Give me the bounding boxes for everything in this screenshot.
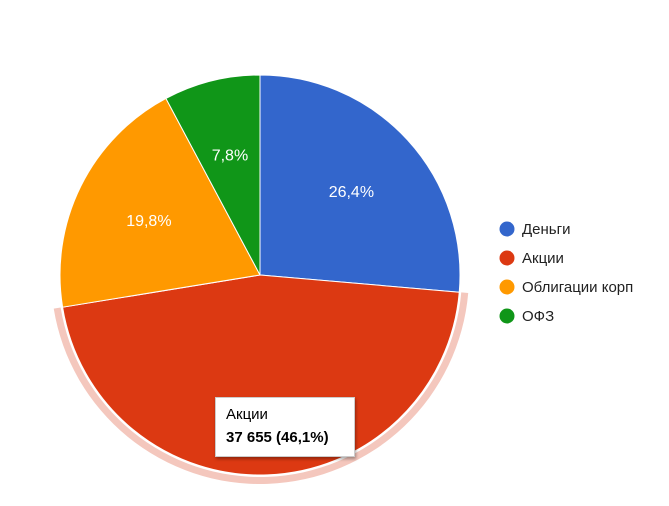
slice-label-4: 7,8%	[212, 148, 248, 165]
legend-label-1[interactable]: Деньги	[522, 221, 570, 238]
legend-swatch-4	[499, 308, 515, 324]
tooltip-title: Акции	[226, 406, 268, 423]
slice-2[interactable]	[62, 274, 460, 476]
legend-swatch-1	[499, 221, 515, 237]
legend-label-2[interactable]: Акции	[522, 250, 564, 267]
slice-1[interactable]	[259, 74, 461, 293]
slice-label-3: 19,8%	[126, 213, 171, 230]
slice-label-1: 26,4%	[329, 184, 374, 201]
slice-4[interactable]	[165, 74, 261, 276]
chart-tooltip: Акции 37 655 (46,1%)	[215, 397, 355, 457]
legend-swatch-3	[499, 279, 515, 295]
legend-label-4[interactable]: ОФЗ	[522, 308, 554, 325]
legend-swatch-2	[499, 250, 515, 266]
slice-3[interactable]	[59, 97, 261, 308]
legend-label-3[interactable]: Облигации корп	[522, 279, 633, 296]
tooltip-value: 37 655 (46,1%)	[226, 429, 329, 446]
